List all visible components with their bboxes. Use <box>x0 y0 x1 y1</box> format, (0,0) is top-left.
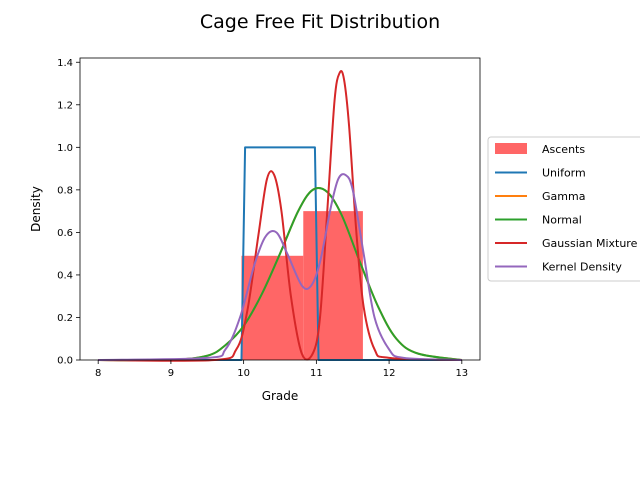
legend-label-ascents: Ascents <box>542 143 585 156</box>
x-tick-label: 10 <box>237 368 250 379</box>
x-tick-label: 11 <box>310 368 323 379</box>
x-tick-label: 12 <box>383 368 396 379</box>
x-tick-label: 13 <box>455 368 468 379</box>
legend: Ascents Uniform Gamma Normal Gaussian Mixtur… <box>487 136 640 282</box>
x-tick-label: 8 <box>95 368 101 379</box>
x-axis: 8 9 10 11 12 13 <box>95 360 468 379</box>
legend-label-gamma: Gamma <box>542 190 585 203</box>
x-tick-label: 9 <box>168 368 174 379</box>
histogram-bar-1 <box>303 211 363 360</box>
series-line-kernel-density <box>98 173 462 361</box>
plot-frame <box>79 57 481 361</box>
y-tick-label: 0.8 <box>57 185 73 196</box>
legend-swatch-ascents <box>495 143 527 154</box>
y-axis-label: Density <box>29 186 43 232</box>
legend-label-gaussian-mixture: Gaussian Mixture <box>542 237 638 250</box>
plot-area <box>98 70 462 362</box>
x-axis-label: Grade <box>262 389 299 403</box>
y-tick-label: 0.0 <box>57 356 73 367</box>
series-line-normal <box>98 187 462 362</box>
legend-label-normal: Normal <box>542 214 582 227</box>
legend-box <box>487 136 640 282</box>
legend-label-kernel-density: Kernel Density <box>542 261 622 274</box>
y-tick-label: 1.4 <box>57 58 73 69</box>
legend-label-uniform: Uniform <box>542 167 586 180</box>
y-tick-label: 0.4 <box>57 270 73 281</box>
chart-title: Cage Free Fit Distribution <box>200 11 440 33</box>
y-axis: 0.0 0.2 0.4 0.6 0.8 1.0 1.2 1.4 <box>57 58 80 367</box>
y-tick-label: 1.0 <box>57 143 73 154</box>
y-tick-label: 1.2 <box>57 100 73 111</box>
y-tick-label: 0.6 <box>57 228 73 239</box>
y-tick-label: 0.2 <box>57 313 73 324</box>
series-line-gaussian-mixture <box>98 70 462 362</box>
